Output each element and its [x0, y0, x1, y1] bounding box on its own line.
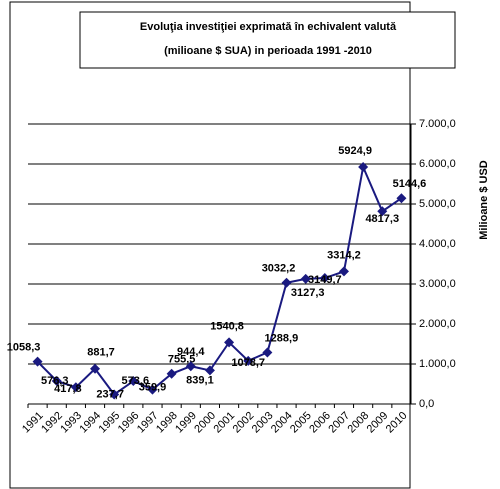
data-label: 5144,6 [393, 178, 427, 190]
data-label: 944,4 [177, 346, 205, 358]
data-label: 755,5 [168, 354, 196, 366]
data-point [358, 162, 369, 173]
x-tick-label: 2007 [326, 410, 352, 436]
data-label: 839,1 [186, 374, 214, 386]
x-tick-label: 2008 [346, 410, 372, 436]
x-tick-label: 2006 [307, 410, 333, 436]
data-point [185, 361, 196, 372]
x-tick-label: 1994 [77, 410, 103, 436]
x-tick-label: 1992 [39, 410, 65, 436]
x-tick-label: 1995 [97, 410, 123, 436]
data-label: 5924,9 [338, 145, 372, 157]
x-tick-label: 2009 [365, 410, 391, 436]
data-point [51, 375, 62, 386]
title-box [79, 11, 456, 69]
data-label: 1078,7 [231, 357, 265, 369]
data-point [281, 277, 292, 288]
data-point [262, 347, 273, 358]
data-point [147, 384, 158, 395]
y-axis-label: Milioane $ USD [478, 160, 490, 240]
data-point [224, 337, 235, 348]
y-tick-label: 4.000,0 [419, 238, 456, 250]
x-tick-label: 1998 [154, 410, 180, 436]
data-label: 417,8 [54, 383, 82, 395]
y-tick-label: 2.000,0 [419, 318, 456, 330]
y-tick-label: 1.000,0 [419, 358, 456, 370]
data-point [166, 368, 177, 379]
x-tick-label: 2005 [288, 410, 314, 436]
data-point [204, 365, 215, 376]
data-label: 1288,9 [265, 332, 299, 344]
data-point [243, 355, 254, 366]
data-point [109, 389, 120, 400]
x-tick-label: 2004 [269, 410, 295, 436]
y-tick-label: 5.000,0 [419, 198, 456, 210]
x-tick-label: 2010 [384, 410, 410, 436]
y-tick-label: 3.000,0 [419, 278, 456, 290]
data-label: 573,6 [122, 375, 150, 387]
y-tick-label: 7.000,0 [419, 118, 456, 130]
data-point [319, 273, 330, 284]
data-point [338, 266, 349, 277]
data-label: 3032,2 [262, 263, 296, 275]
series-line [36, 163, 402, 396]
y-tick-label: 0,0 [419, 398, 434, 410]
x-tick-label: 2003 [250, 410, 276, 436]
data-label: 4817,3 [365, 213, 399, 225]
data-point [377, 206, 388, 217]
data-label: 576,3 [41, 375, 69, 387]
data-label: 3149,7 [308, 274, 342, 286]
x-tick-label: 2002 [231, 410, 257, 436]
data-point [300, 273, 311, 284]
x-tick-label: 2000 [192, 410, 218, 436]
x-tick-label: 2001 [211, 410, 237, 436]
data-point [32, 356, 43, 367]
data-point [70, 382, 81, 393]
data-point [90, 363, 101, 374]
data-label: 881,7 [87, 347, 115, 359]
data-label: 1058,3 [7, 342, 41, 354]
x-tick-label: 1993 [58, 410, 84, 436]
x-tick-label: 1997 [135, 410, 161, 436]
x-tick-label: 1996 [116, 410, 142, 436]
x-tick-label: 1991 [20, 410, 46, 436]
data-point [396, 193, 407, 204]
chart-frame [9, 1, 411, 489]
x-tick-label: 1999 [173, 410, 199, 436]
data-label: 3127,3 [291, 287, 325, 299]
y-tick-label: 6.000,0 [419, 158, 456, 170]
chart-title: (milioane $ SUA) in perioada 1991 -2010 [164, 45, 372, 57]
data-label: 3314,2 [327, 249, 361, 261]
chart-title: Evoluţia investiţiei exprimată în echiva… [140, 21, 397, 33]
data-label: 237,7 [96, 388, 124, 400]
data-label: 1540,8 [210, 320, 244, 332]
data-point [128, 376, 139, 387]
data-label: 359,9 [139, 382, 167, 394]
